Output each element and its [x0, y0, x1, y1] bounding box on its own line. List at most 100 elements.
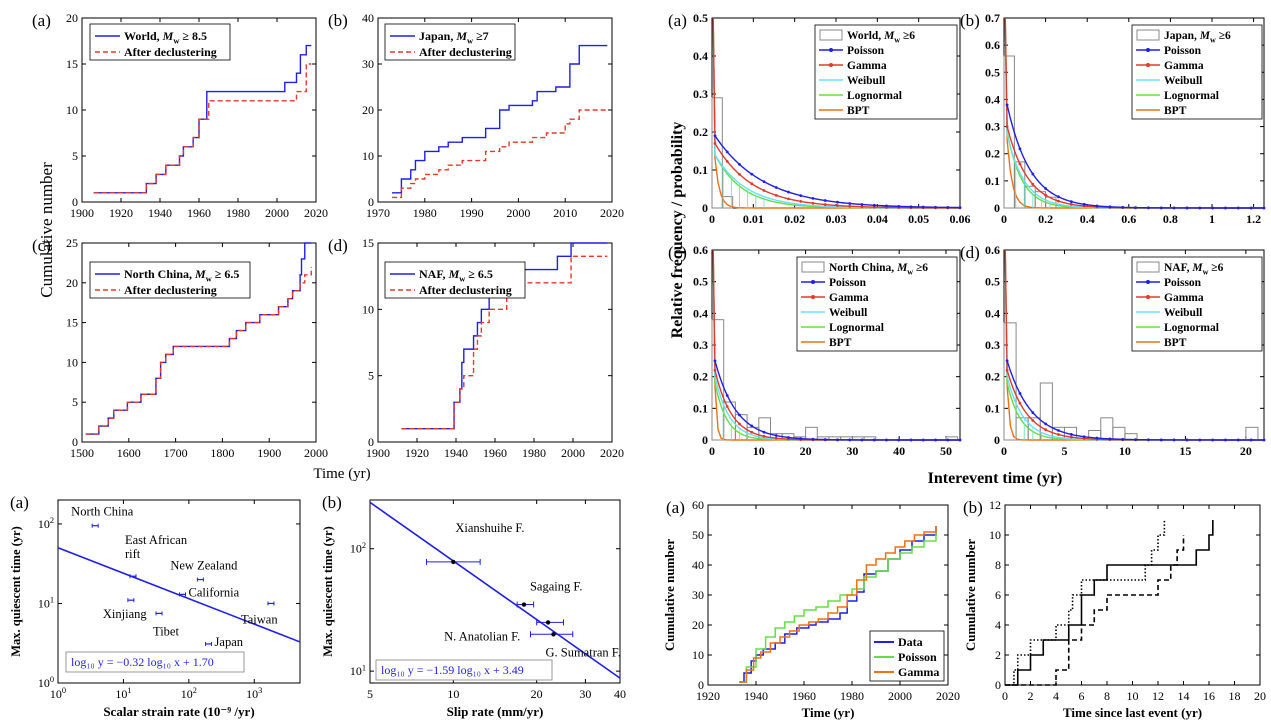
- curve-marker: [1069, 202, 1073, 206]
- curve-marker: [1108, 437, 1112, 441]
- curve-marker: [774, 434, 778, 437]
- curve-marker: [713, 368, 717, 372]
- curve-marker: [897, 204, 901, 208]
- x-tick-label: 20: [800, 444, 812, 458]
- x-tick-label: 1980: [840, 689, 864, 703]
- legend-frame: [89, 23, 231, 61]
- curve-marker: [885, 204, 888, 208]
- curve-marker: [934, 438, 937, 442]
- y-tick-label: 4: [995, 618, 1001, 632]
- series-line: [1005, 520, 1214, 686]
- fit-curve-poisson: [1006, 360, 1264, 441]
- curve-marker: [1172, 206, 1176, 210]
- curve-marker: [848, 204, 852, 208]
- chart-pdf_naf: 0 5 10 15 20 0 0.1 0.2 0.3 0.4 0.5 0.6 (d) NAF, Mw ≥6…: [960, 243, 1266, 458]
- legend-entry: BPT: [1164, 337, 1187, 349]
- curve-marker: [1031, 172, 1035, 176]
- x-tick-label: 1800: [210, 446, 234, 460]
- y-tick-label: 50: [692, 528, 704, 542]
- curve-marker: [1031, 419, 1035, 422]
- legend-swatch: [801, 261, 825, 273]
- curve-marker: [958, 206, 962, 209]
- curve-marker: [1236, 438, 1240, 442]
- y-tick-label: 30: [362, 57, 374, 71]
- legend-marker: [829, 63, 833, 67]
- chart-pdf_northchina: 0 10 20 30 40 50 0 0.1 0.2 0.3 0.4 0.5 0.6 (c) North C…: [668, 243, 962, 458]
- curve-marker: [860, 205, 864, 209]
- x-tick-label: 1940: [744, 689, 768, 703]
- legend-marker: [1146, 295, 1150, 299]
- y-tick-label: 15: [66, 57, 78, 71]
- legend-entry: Japan, Mw ≥7: [419, 29, 489, 46]
- legend-entry: After declustering: [419, 283, 512, 297]
- plot-frame: [57, 499, 301, 684]
- y-tick-label: 0: [72, 435, 78, 449]
- legend-entry: Lognormal: [829, 322, 884, 334]
- legend-entry: Poisson: [829, 277, 867, 289]
- curve-marker: [897, 438, 901, 442]
- y-tick-label: 10: [66, 103, 78, 117]
- x-tick-label: 18: [1229, 689, 1241, 703]
- legend-entry: Data: [898, 635, 923, 649]
- curve-marker: [725, 159, 729, 163]
- curve-marker: [725, 405, 729, 408]
- y-tick-label: 6: [995, 588, 1001, 602]
- x-tick-label: 4: [1053, 689, 1059, 703]
- curve-marker: [860, 438, 864, 442]
- curve-marker: [872, 203, 876, 207]
- y-tick-label: 0.1: [693, 401, 708, 415]
- curve-marker: [1031, 411, 1035, 415]
- legend-entry: Japan, Mw ≥6: [1164, 30, 1231, 44]
- y-tick-label: 5: [72, 395, 78, 409]
- curve-marker: [1121, 437, 1125, 441]
- y-tick-label: 8: [995, 558, 1001, 572]
- x-tick-label: 1920: [109, 206, 133, 220]
- x-tick-label: 20: [531, 687, 543, 701]
- panel-label: (b): [328, 11, 348, 30]
- point-label: East African: [125, 533, 188, 547]
- y-tick-label: 0: [368, 195, 374, 209]
- curve-marker: [1018, 401, 1022, 405]
- x-tick-label: 2020: [600, 206, 624, 220]
- curve-marker: [1082, 202, 1086, 206]
- x-tick-label: 1980: [522, 446, 546, 460]
- curve-marker: [811, 201, 815, 205]
- curve-marker: [909, 205, 913, 209]
- x-tick-label: 101: [115, 686, 131, 701]
- chart-pdf_world: 0 0.01 0.02 0.03 0.04 0.05 0.06 0 0.1 0.2 0.3 0.4 0.…: [668, 11, 971, 226]
- curve-marker: [823, 438, 827, 441]
- panel-label: (b): [322, 493, 342, 512]
- legend-frame: [796, 256, 958, 352]
- x-tick-label: 2000: [561, 446, 585, 460]
- y-tick-label: 20: [66, 11, 78, 25]
- x-tick-label: 1500: [70, 446, 94, 460]
- y-tick-label: 0: [995, 678, 1001, 692]
- legend-entry: Poisson: [898, 650, 937, 664]
- series-line: [1005, 535, 1185, 686]
- curve-marker: [1134, 206, 1137, 210]
- x-tick-label: 1990: [460, 206, 484, 220]
- fit-curve-poisson: [714, 135, 961, 209]
- x-tick-label: 1: [1209, 212, 1215, 226]
- x-tick-label: 2000: [506, 206, 530, 220]
- x-tick-label: 1900: [257, 446, 281, 460]
- series-line: [1005, 520, 1166, 686]
- y-tick-label: 0.6: [985, 243, 1000, 257]
- curve-marker: [1057, 195, 1060, 199]
- x-tick-label: 1920: [696, 689, 720, 703]
- curve-marker: [799, 194, 803, 198]
- x-axis-label: Slip rate (mm/yr): [447, 704, 544, 719]
- legend-entry: Weibull: [1164, 307, 1202, 319]
- chart-cum_world: 1900 1920 1940 1960 1980 2000 2020 0 5 10 15 20 (a) W…: [32, 11, 328, 220]
- x-tick-label: 0.05: [908, 212, 929, 226]
- legend-entry: Poisson: [1164, 277, 1202, 289]
- y-tick-label: 102: [38, 516, 54, 531]
- curve-marker: [1159, 438, 1163, 442]
- cum-xlabel: Time (yr): [313, 466, 370, 482]
- cum-ylabel: Cumulative number: [37, 162, 56, 298]
- curve-marker: [1018, 147, 1022, 151]
- legend-frame: [1131, 256, 1263, 352]
- point-label: N. Anatolian F.: [444, 629, 520, 643]
- curve-marker: [1005, 359, 1009, 363]
